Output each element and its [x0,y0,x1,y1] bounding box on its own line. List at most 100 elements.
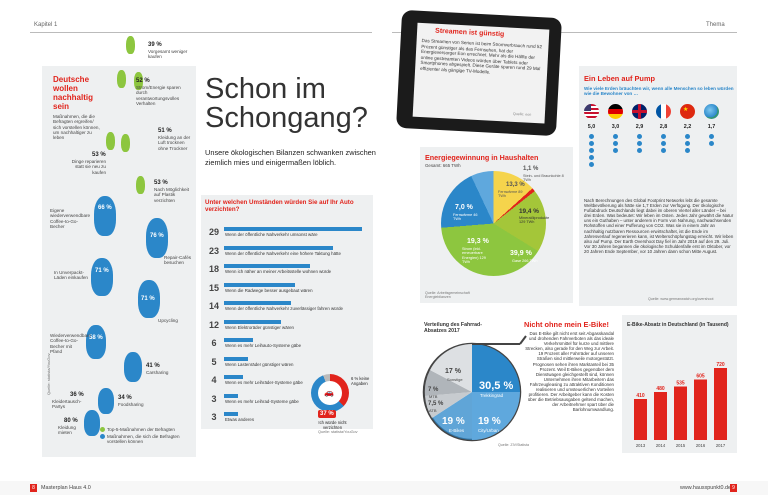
footprint-5 [121,134,130,152]
earth-icon [685,148,690,153]
energy-label: Strom (inkl. erneuerbare Energien) 129 T… [462,247,486,265]
ebike-sales-value-label: 480 [656,386,665,392]
energy-source: Quelle: Arbeitsgemeinschaft Energiebilan… [425,291,470,300]
china-flag-icon: ★ [680,104,695,119]
footprint-label: Foodsharing [118,402,144,407]
earth-icon [685,141,690,146]
car-donut-pct: 37 % [318,410,336,418]
energy-pct: 19,3 % [467,238,489,245]
car-chart-bar [224,264,310,268]
germany-flag-icon [608,104,623,119]
ebike-sales-bar [634,399,647,440]
world-globe-icon [704,104,719,119]
bike-source: Quelle: ZIV/Statista [498,443,529,447]
bike-label: E-Bikes [449,428,465,433]
footprint-pct: 80 % [64,418,78,424]
page-headline: Schon im Schongang? [205,73,368,134]
tablet-frame: Streamen ist günstig Das Streamen von Se… [396,9,562,137]
car-chart-row: 18 Wenn ich näher an meiner Arbeitsstelle… [207,264,367,276]
footprint-6 [136,176,145,194]
footprint-9 [91,258,113,296]
left-page-number: 8 [30,484,37,492]
car-chart-row: 3 Wenn es mehr Leihrad-Systeme gäbe [207,393,367,406]
energy-pct: 1,1 % [523,166,539,172]
ebike-sales-year-label: 2017 [716,443,726,448]
footprint-label: Carsharing [146,370,169,375]
energy-pct: 39,9 % [510,250,532,257]
car-chart-bar [224,356,248,361]
chapter-label: Kapitel 1 [34,22,58,28]
section-label: Thema [706,22,725,28]
ebike-sales-year-label: 2016 [696,443,706,448]
bike-pct: 7,5 % [428,401,444,407]
legend-top-text: Top-5-Maßnahmen der Befragten [107,427,175,432]
car-chart-row: 29 Wenn der öffentliche Nahverkehr umsons… [207,227,367,239]
car-chart-value: 4 [211,375,217,385]
earth-icon [589,141,594,146]
car-chart-title: Unter welchen Umständen würden Sie auf I… [205,199,354,213]
energy-label: Fernwärme 46 TWh [453,213,478,222]
footprint-14 [84,410,100,436]
car-chart-value: 3 [211,393,217,404]
energy-pct: 19,4 % [519,208,539,215]
car-chart-value: 23 [208,245,219,256]
energy-label: Fernwärme 89 TWh [498,190,523,199]
pump-panel [579,66,737,306]
footprint-label: Kleidung mieten [58,425,76,436]
ebike-sales-bar [694,379,707,440]
earth-icon [589,134,594,139]
energy-pie [441,171,546,276]
footprint-2 [117,70,126,88]
car-chart-value: 18 [208,264,219,274]
car-chart-row: 5 Wenn Lastenräder günstiger wären [207,356,367,369]
footprint-pct: 52 % [136,78,150,84]
uk-flag-icon [632,104,647,119]
car-icon: 🚗 [324,388,334,397]
tablet-screen: Streamen ist günstig Das Streamen von Se… [412,22,550,124]
car-chart-label: Wenn ich näher an meiner Arbeitsstelle w… [225,269,332,274]
bike-label: City/Urban [478,428,499,433]
footprint-label: Upcycling [158,318,178,323]
france-flag-icon [656,104,671,119]
car-chart-value: 15 [208,282,219,293]
usa-flag-icon [584,104,599,119]
earth-icon [637,134,642,139]
car-chart-label: Wenn der öffentliche Nahverkehr umsonst … [225,232,318,237]
energy-total: Gesamt: 665 TWh [425,163,461,168]
footprint-4 [106,132,115,150]
ebike-sales-value-label: 720 [716,362,725,368]
footprint-label: Nach Möglichkeit auf Plastik verzichten [154,187,189,203]
bike-pct: 19 % [478,416,501,427]
pump-value: 3,0 [611,124,620,130]
footprint-intro: Maßnahmen, die die Befragten ergreifen/ … [53,114,100,141]
footprint-label: In Unverpackt-Läden einkaufen [54,270,88,281]
bike-label: ATB [429,408,437,413]
ebike-sales-year-label: 2013 [636,443,646,448]
earth-icon [613,141,618,146]
bike-label: MTB [429,394,438,399]
energy-pct: 13,3 % [506,182,525,188]
bike-pct: 17 % [445,368,461,375]
footprint-label: Kleidung an der Luft trocknen ohne Trock… [158,135,191,151]
car-chart-bar [224,282,296,287]
footprint-pct: 39 % [148,42,162,48]
right-page-number: 9 [730,484,737,492]
footer-bar [0,481,768,495]
ebike-sales-year-label: 2014 [656,443,666,448]
footprint-1 [126,36,135,54]
ebike-sales-value-label: 410 [636,393,645,399]
bike-pct: 7 % [428,387,439,393]
car-chart-label: Wenn Lastenräder günstiger wären [225,361,294,367]
footprint-8 [146,218,168,258]
bike-pct: 19 % [442,416,465,427]
footprint-pct: 51 % [158,128,172,134]
car-chart-value: 12 [208,319,219,330]
car-keine-angaben: 6 % keine Angaben [351,376,370,386]
pump-value: 1,7 [707,124,716,130]
car-chart-row: 6 Wenn es mehr Leihauto-Systeme gäbe [207,338,367,350]
car-chart-value: 6 [211,338,217,348]
pump-text: Nach Berechnungen des Global Footprint N… [584,198,734,254]
footprint-label: Strom/Energie sparen durch verantwortung… [136,85,181,106]
footer-url: www.hausxpunkt0.de [680,485,731,491]
